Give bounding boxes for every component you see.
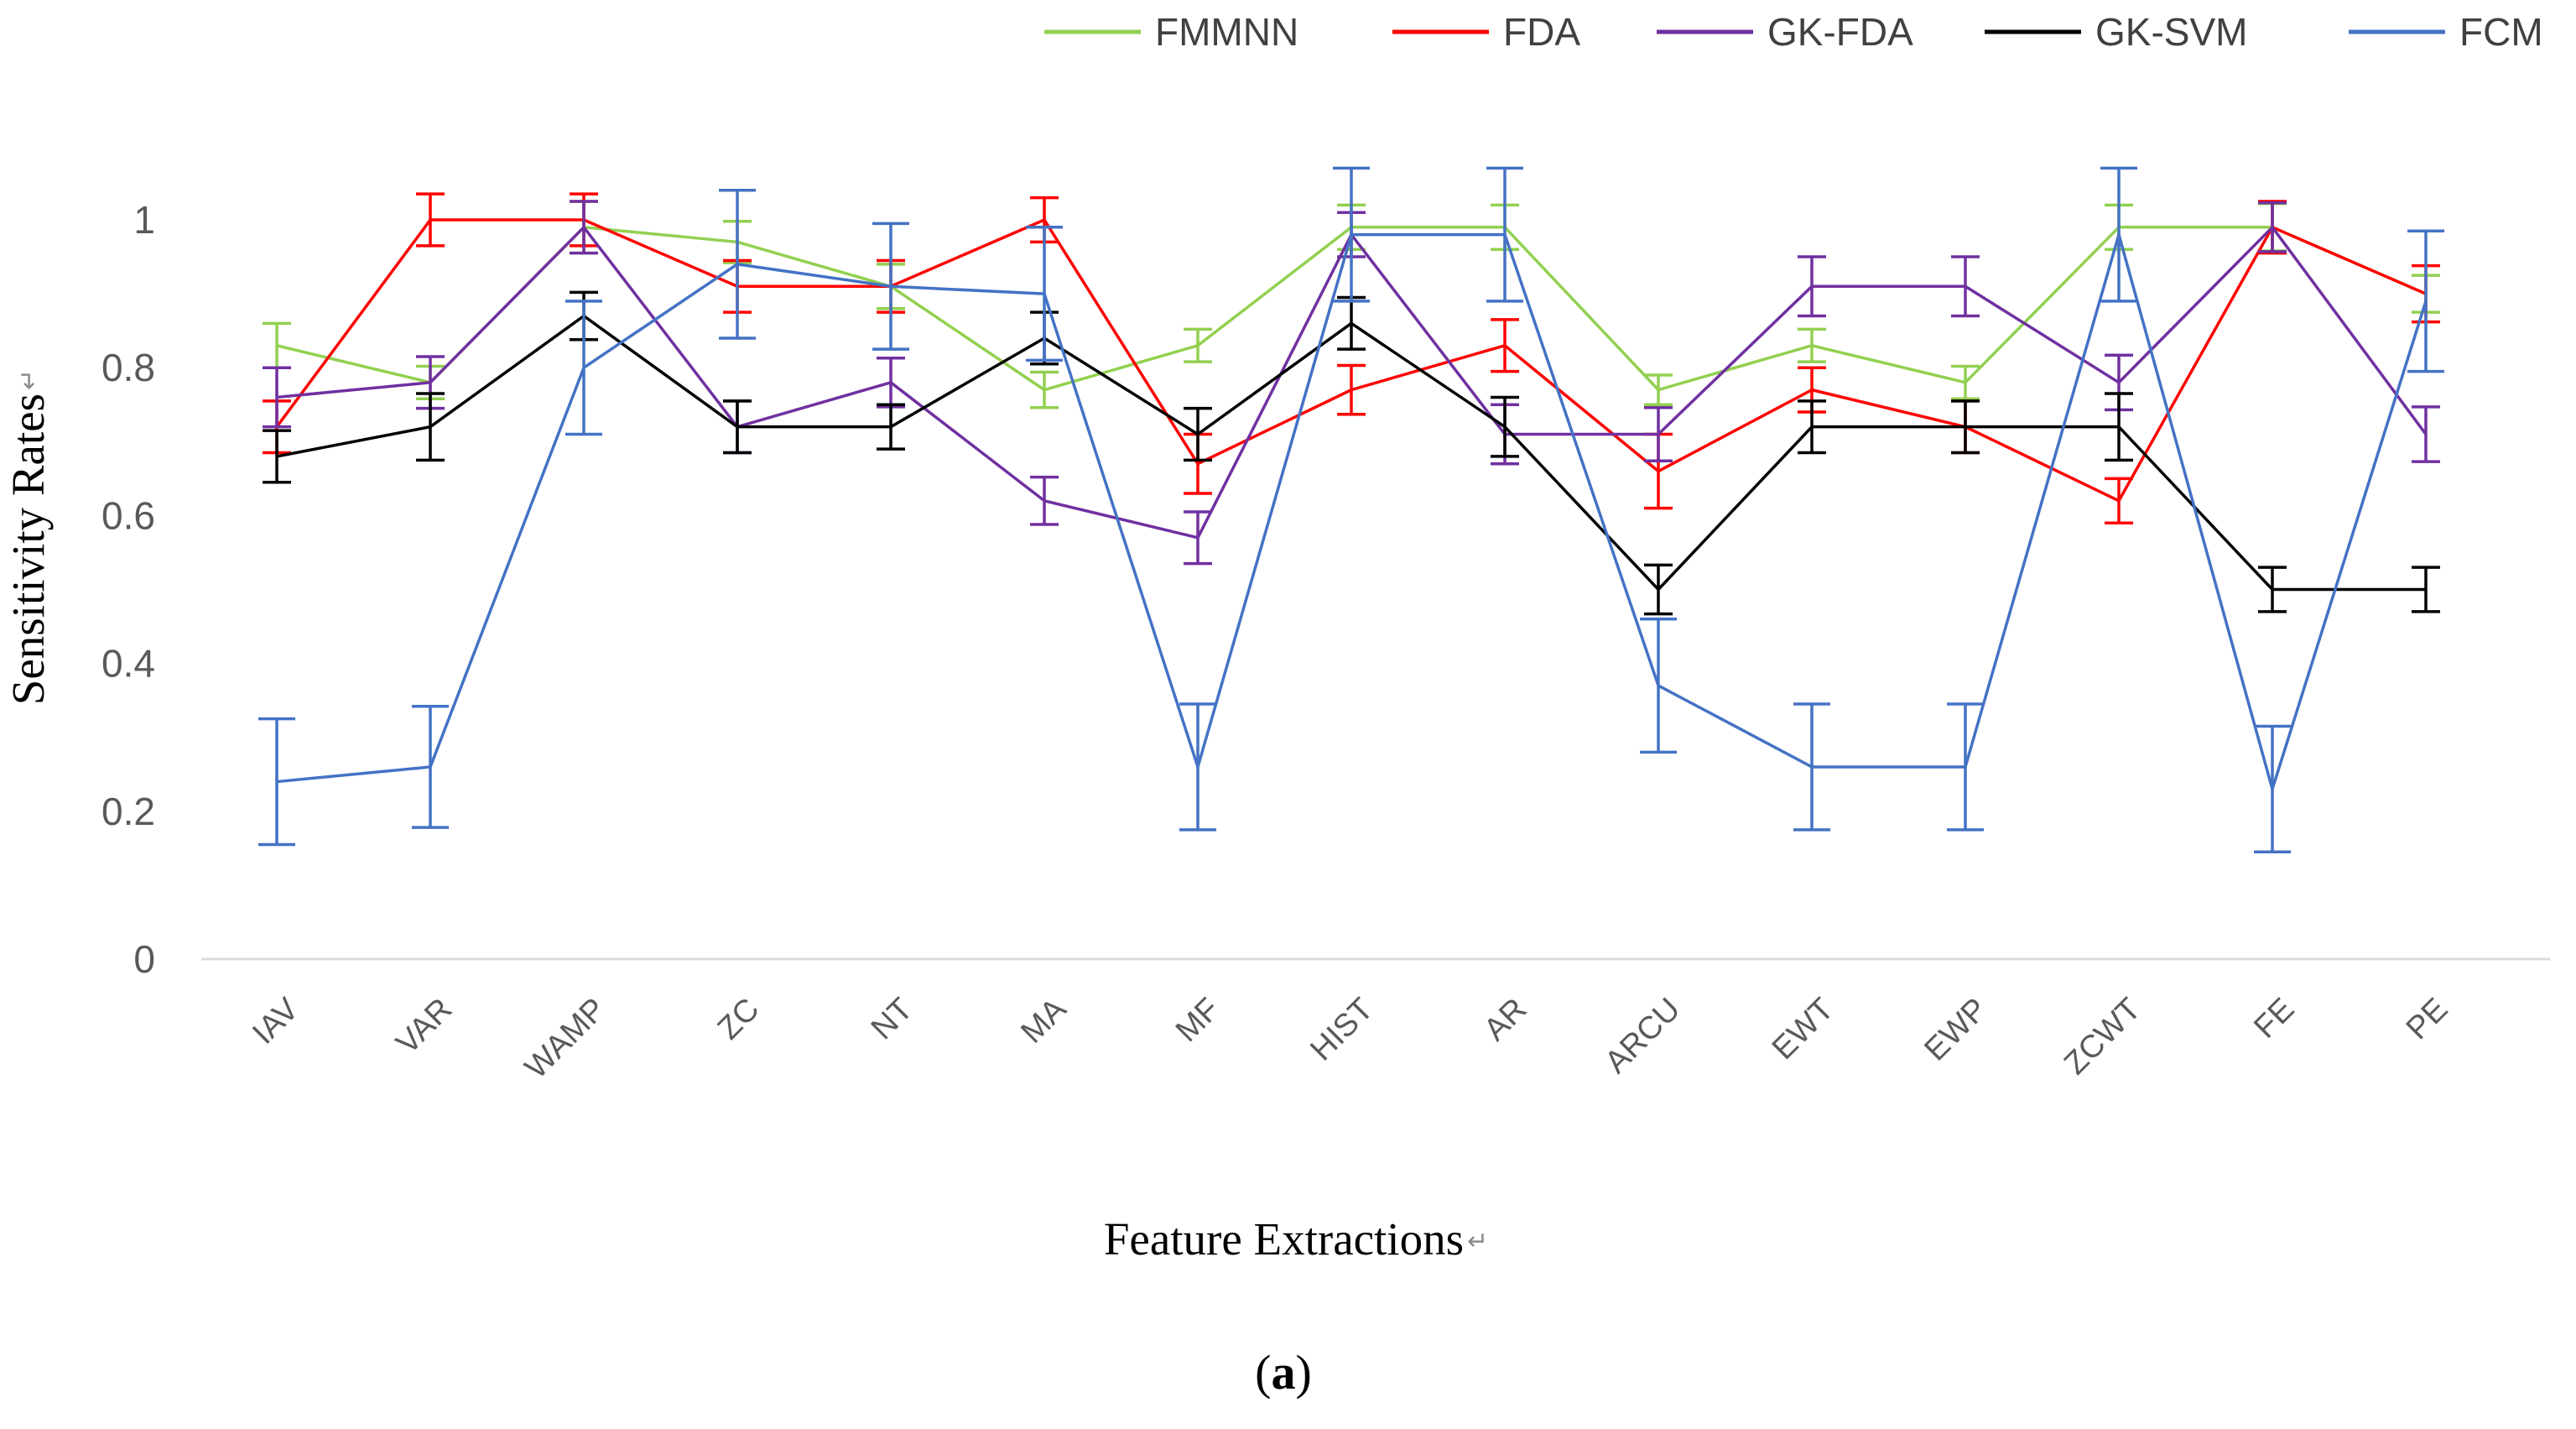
series-gk-svm — [263, 290, 2440, 616]
y-tick-label: 0.2 — [101, 790, 155, 833]
legend: FMMNN FDA GK-FDA GK-SVM FCM — [1044, 10, 2543, 54]
x-axis-tick-labels: IAV VAR WAMP ZC NT MA MF HIST AR ARCU EWT EWP ZCWT FE… — [246, 991, 2454, 1086]
series-line-fda — [275, 218, 2427, 503]
x-tick-label-fe: FE — [2247, 992, 2301, 1046]
series-line-gk-svm — [276, 314, 2426, 592]
return-mark: ↵ — [15, 369, 43, 390]
x-tick-label-zc: ZC — [711, 992, 767, 1047]
legend-item-gk-svm: GK-SVM — [1985, 10, 2247, 54]
legend-item-fcm: FCM — [2349, 10, 2543, 54]
legend-item-gk-fda: GK-FDA — [1657, 10, 1913, 54]
x-tick-label-arcu: ARCU — [1599, 992, 1688, 1081]
y-tick-label: 0 — [133, 937, 155, 981]
legend-label: GK-FDA — [1767, 10, 1913, 54]
x-tick-label-mf: MF — [1169, 992, 1227, 1050]
y-tick-label: 0.8 — [101, 346, 155, 389]
legend-label: FCM — [2459, 10, 2543, 54]
x-axis-title: Feature Extractions ↵ — [1104, 1213, 1488, 1265]
x-tick-label-hist: HIST — [1304, 992, 1380, 1068]
x-tick-label-var: VAR — [389, 992, 459, 1061]
x-tick-label-ma: MA — [1014, 991, 1073, 1050]
error-bar — [263, 429, 291, 484]
y-axis-title: Sensitivity Rates↵ — [3, 369, 54, 705]
legend-label: FDA — [1503, 10, 1580, 54]
series-line-fcm — [276, 232, 2428, 791]
x-tick-label-ewt: EWT — [1766, 992, 1840, 1067]
y-tick-label: 0.6 — [101, 493, 155, 537]
legend-item-fmmnn: FMMNN — [1044, 10, 1298, 54]
x-tick-label-wamp: WAMP — [518, 992, 612, 1086]
legend-label: GK-SVM — [2095, 10, 2247, 54]
y-tick-label: 0.4 — [101, 642, 155, 686]
series-fcm — [258, 166, 2444, 854]
return-mark: ↵ — [1467, 1228, 1488, 1255]
legend-item-fda: FDA — [1392, 10, 1580, 54]
y-tick-label: 1 — [133, 198, 155, 242]
x-tick-label-ewp: EWP — [1918, 992, 1994, 1068]
subfigure-caption: (a) — [1255, 1345, 1312, 1400]
x-tick-label-pe: PE — [2400, 992, 2455, 1047]
legend-label: FMMNN — [1155, 10, 1298, 54]
x-tick-label-iav: IAV — [246, 991, 305, 1051]
x-tick-label-zcwt: ZCWT — [2058, 992, 2147, 1082]
y-axis-tick-labels: 0 0.2 0.4 0.6 0.8 1 — [101, 198, 155, 981]
x-tick-label-ar: AR — [1477, 992, 1533, 1048]
x-tick-label-nt: NT — [865, 992, 920, 1047]
